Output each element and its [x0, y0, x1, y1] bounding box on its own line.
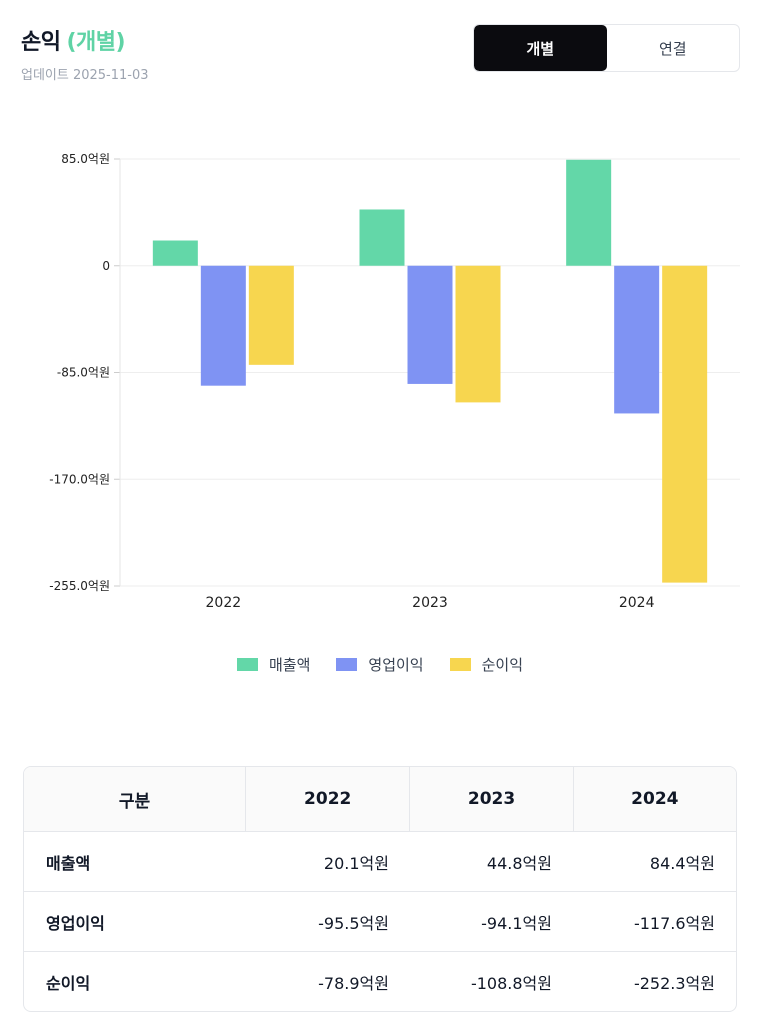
table-header-cell: 2023 — [409, 767, 572, 831]
title-subtitle: (개별) — [66, 30, 126, 55]
legend-item-operating[interactable]: 영업이익 — [336, 654, 424, 675]
bar-chart: 85.0억원 0 -85.0억원 -170.0억원 -255.0억원 2022 2023 20… — [49, 152, 740, 611]
y-tick-label: -85.0억원 — [57, 366, 110, 380]
page-title: 손익 (개별) — [21, 24, 149, 56]
table-row: 영업이익 -95.5억원 -94.1억원 -117.6억원 — [24, 891, 736, 951]
bar-2024-0 — [566, 159, 612, 266]
table-row: 매출액 20.1억원 44.8억원 84.4억원 — [24, 831, 736, 891]
legend-item-net[interactable]: 순이익 — [449, 654, 523, 675]
y-tick-label: 85.0억원 — [61, 152, 110, 166]
row-label: 영업이익 — [46, 913, 105, 933]
table-header-cell: 구분 — [118, 791, 151, 812]
table-cell: 44.8억원 — [486, 853, 552, 873]
view-toggle: 개별 연결 — [473, 24, 740, 72]
legend-label-revenue: 매출액 — [268, 656, 311, 674]
chart-legend: 매출액 영업이익 순이익 — [0, 654, 760, 675]
bar-2022-1 — [200, 265, 246, 386]
toggle-separate-button[interactable]: 개별 — [474, 25, 607, 71]
y-tick-label: -255.0억원 — [49, 579, 110, 593]
table-cell: 84.4억원 — [649, 853, 715, 873]
bar-2024-2 — [662, 265, 708, 583]
x-tick-label: 2023 — [412, 595, 448, 611]
updated-date: 업데이트 2025-11-03 — [21, 68, 149, 83]
bar-2022-2 — [248, 265, 294, 365]
x-tick-label: 2024 — [619, 595, 655, 611]
table-cell: -95.5억원 — [318, 913, 389, 933]
legend-label-operating: 영업이익 — [368, 656, 424, 674]
table-header-cell: 2022 — [245, 767, 409, 831]
table-header-row: 구분 2022 2023 2024 — [24, 767, 736, 831]
legend-swatch-operating — [336, 658, 358, 671]
financial-table: 구분 2022 2023 2024 매출액 20.1억원 44.8억원 84.4… — [23, 766, 737, 1012]
toggle-consolidated-button[interactable]: 연결 — [658, 39, 687, 58]
row-label: 순이익 — [46, 973, 91, 993]
legend-item-revenue[interactable]: 매출액 — [236, 654, 311, 675]
bar-2022-0 — [152, 240, 198, 266]
table-cell: -252.3억원 — [633, 973, 715, 993]
table-cell: -108.8억원 — [470, 973, 552, 993]
legend-label-net: 순이익 — [481, 656, 523, 674]
table-cell: 20.1억원 — [323, 853, 389, 873]
bar-2023-0 — [359, 209, 405, 266]
y-tick-label: 0 — [102, 259, 110, 273]
bar-2024-1 — [614, 265, 660, 414]
legend-swatch-net — [449, 658, 471, 671]
table-cell: -117.6억원 — [633, 913, 715, 933]
legend-swatch-revenue — [236, 658, 258, 671]
table-header-cell: 2024 — [572, 767, 736, 831]
bar-2023-1 — [407, 265, 453, 384]
table-row: 순이익 -78.9억원 -108.8억원 -252.3억원 — [24, 951, 736, 1011]
table-cell: -94.1억원 — [481, 913, 552, 933]
x-tick-label: 2022 — [206, 595, 242, 611]
row-label: 매출액 — [46, 853, 91, 873]
header: 손익 (개별) 업데이트 2025-11-03 — [21, 24, 149, 83]
title-main: 손익 — [21, 30, 61, 55]
table-cell: -78.9억원 — [318, 973, 389, 993]
y-tick-label: -170.0억원 — [49, 472, 110, 486]
bar-2023-2 — [455, 265, 501, 403]
